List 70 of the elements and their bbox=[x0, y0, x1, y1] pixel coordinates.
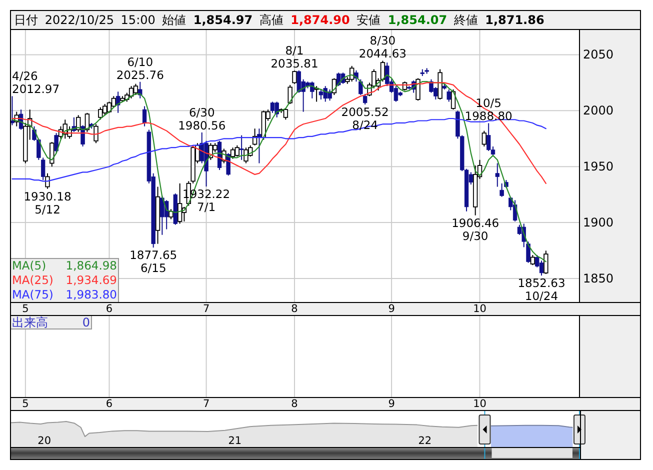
x-tick-label: 8 bbox=[291, 303, 298, 315]
candlestick bbox=[296, 70, 302, 94]
annotation: 6/30 1980.56 bbox=[178, 105, 226, 132]
candlestick bbox=[239, 134, 244, 160]
candlestick bbox=[10, 96, 14, 126]
candlestick bbox=[336, 72, 341, 87]
category-label: 7 bbox=[202, 398, 210, 410]
candlestick bbox=[292, 70, 297, 84]
candlestick bbox=[94, 124, 98, 144]
annotation: 1877.65 6/15 bbox=[130, 248, 178, 276]
x-tick-label: 9 bbox=[388, 303, 395, 315]
x-tick-label: 10 bbox=[473, 303, 486, 315]
candlestick bbox=[138, 81, 142, 99]
candlestick bbox=[244, 147, 248, 164]
annotation: 4/26 2012.97 bbox=[12, 69, 60, 96]
candlestick bbox=[495, 162, 500, 188]
candlestick bbox=[98, 106, 103, 120]
category-label: 8 bbox=[291, 398, 298, 410]
candlestick bbox=[539, 260, 544, 276]
candlestick bbox=[234, 144, 240, 158]
candlestick bbox=[142, 106, 147, 127]
x-tick-label: 22 bbox=[418, 435, 432, 447]
candlestick bbox=[446, 88, 451, 102]
annotation: 8/1 2035.81 bbox=[270, 44, 318, 71]
candlestick bbox=[102, 103, 108, 116]
candlestick bbox=[544, 250, 548, 274]
annotation: 1852.63 10/24 bbox=[518, 276, 566, 304]
text: 出来高 bbox=[12, 316, 48, 330]
candlestick bbox=[133, 83, 138, 96]
candlestick bbox=[177, 182, 182, 224]
annotation: 1930.18 5/12 bbox=[24, 189, 72, 216]
text: MA(5) 1,864.98 bbox=[12, 258, 117, 272]
annotation: 8/30 2044.63 bbox=[358, 34, 406, 61]
text: 0 bbox=[82, 316, 90, 330]
text: MA(75) 1,983.80 bbox=[12, 288, 117, 302]
category-label: 10 bbox=[473, 398, 486, 410]
y-tick-label: 2000 bbox=[583, 104, 614, 118]
candlestick bbox=[482, 130, 487, 147]
candlestick bbox=[450, 88, 456, 110]
candlestick bbox=[45, 172, 50, 190]
candlestick bbox=[116, 91, 120, 114]
category-label: 5 bbox=[22, 398, 29, 410]
x-tick-label: 20 bbox=[38, 435, 52, 447]
y-tick-label: 1950 bbox=[583, 160, 614, 174]
candlestick bbox=[362, 93, 368, 105]
category-label: 9 bbox=[388, 398, 395, 410]
x-tick-label: 21 bbox=[228, 435, 242, 447]
candlestick bbox=[270, 101, 275, 114]
y-tick-label: 1900 bbox=[583, 216, 614, 230]
x-tick-label: 7 bbox=[202, 303, 210, 315]
candlestick bbox=[349, 65, 354, 82]
candlestick bbox=[164, 200, 169, 230]
candlestick bbox=[318, 88, 324, 100]
candlestick bbox=[230, 147, 236, 160]
candlestick bbox=[358, 78, 363, 96]
y-tick-label: 1850 bbox=[583, 272, 614, 286]
text: MA(25) 1,934.69 bbox=[12, 273, 117, 287]
x-tick-label: 5 bbox=[22, 303, 29, 315]
category-label: 6 bbox=[106, 398, 113, 410]
candlestick bbox=[111, 96, 116, 108]
annotation: 1906.46 9/30 bbox=[452, 216, 500, 243]
annotation: 6/10 2025.76 bbox=[116, 54, 164, 82]
chart-title: 日付 2022/10/25 15:00 始値 1,854.97 高値 1,874.90 安値 1,854.07 終値 1,871.86 bbox=[14, 13, 544, 27]
candlestick bbox=[416, 78, 420, 102]
candlestick bbox=[80, 124, 85, 147]
candlestick bbox=[288, 84, 292, 104]
x-tick-label: 6 bbox=[106, 303, 113, 315]
candlestick bbox=[530, 254, 536, 266]
candlestick bbox=[486, 122, 491, 152]
y-tick-label: 2050 bbox=[583, 48, 614, 62]
